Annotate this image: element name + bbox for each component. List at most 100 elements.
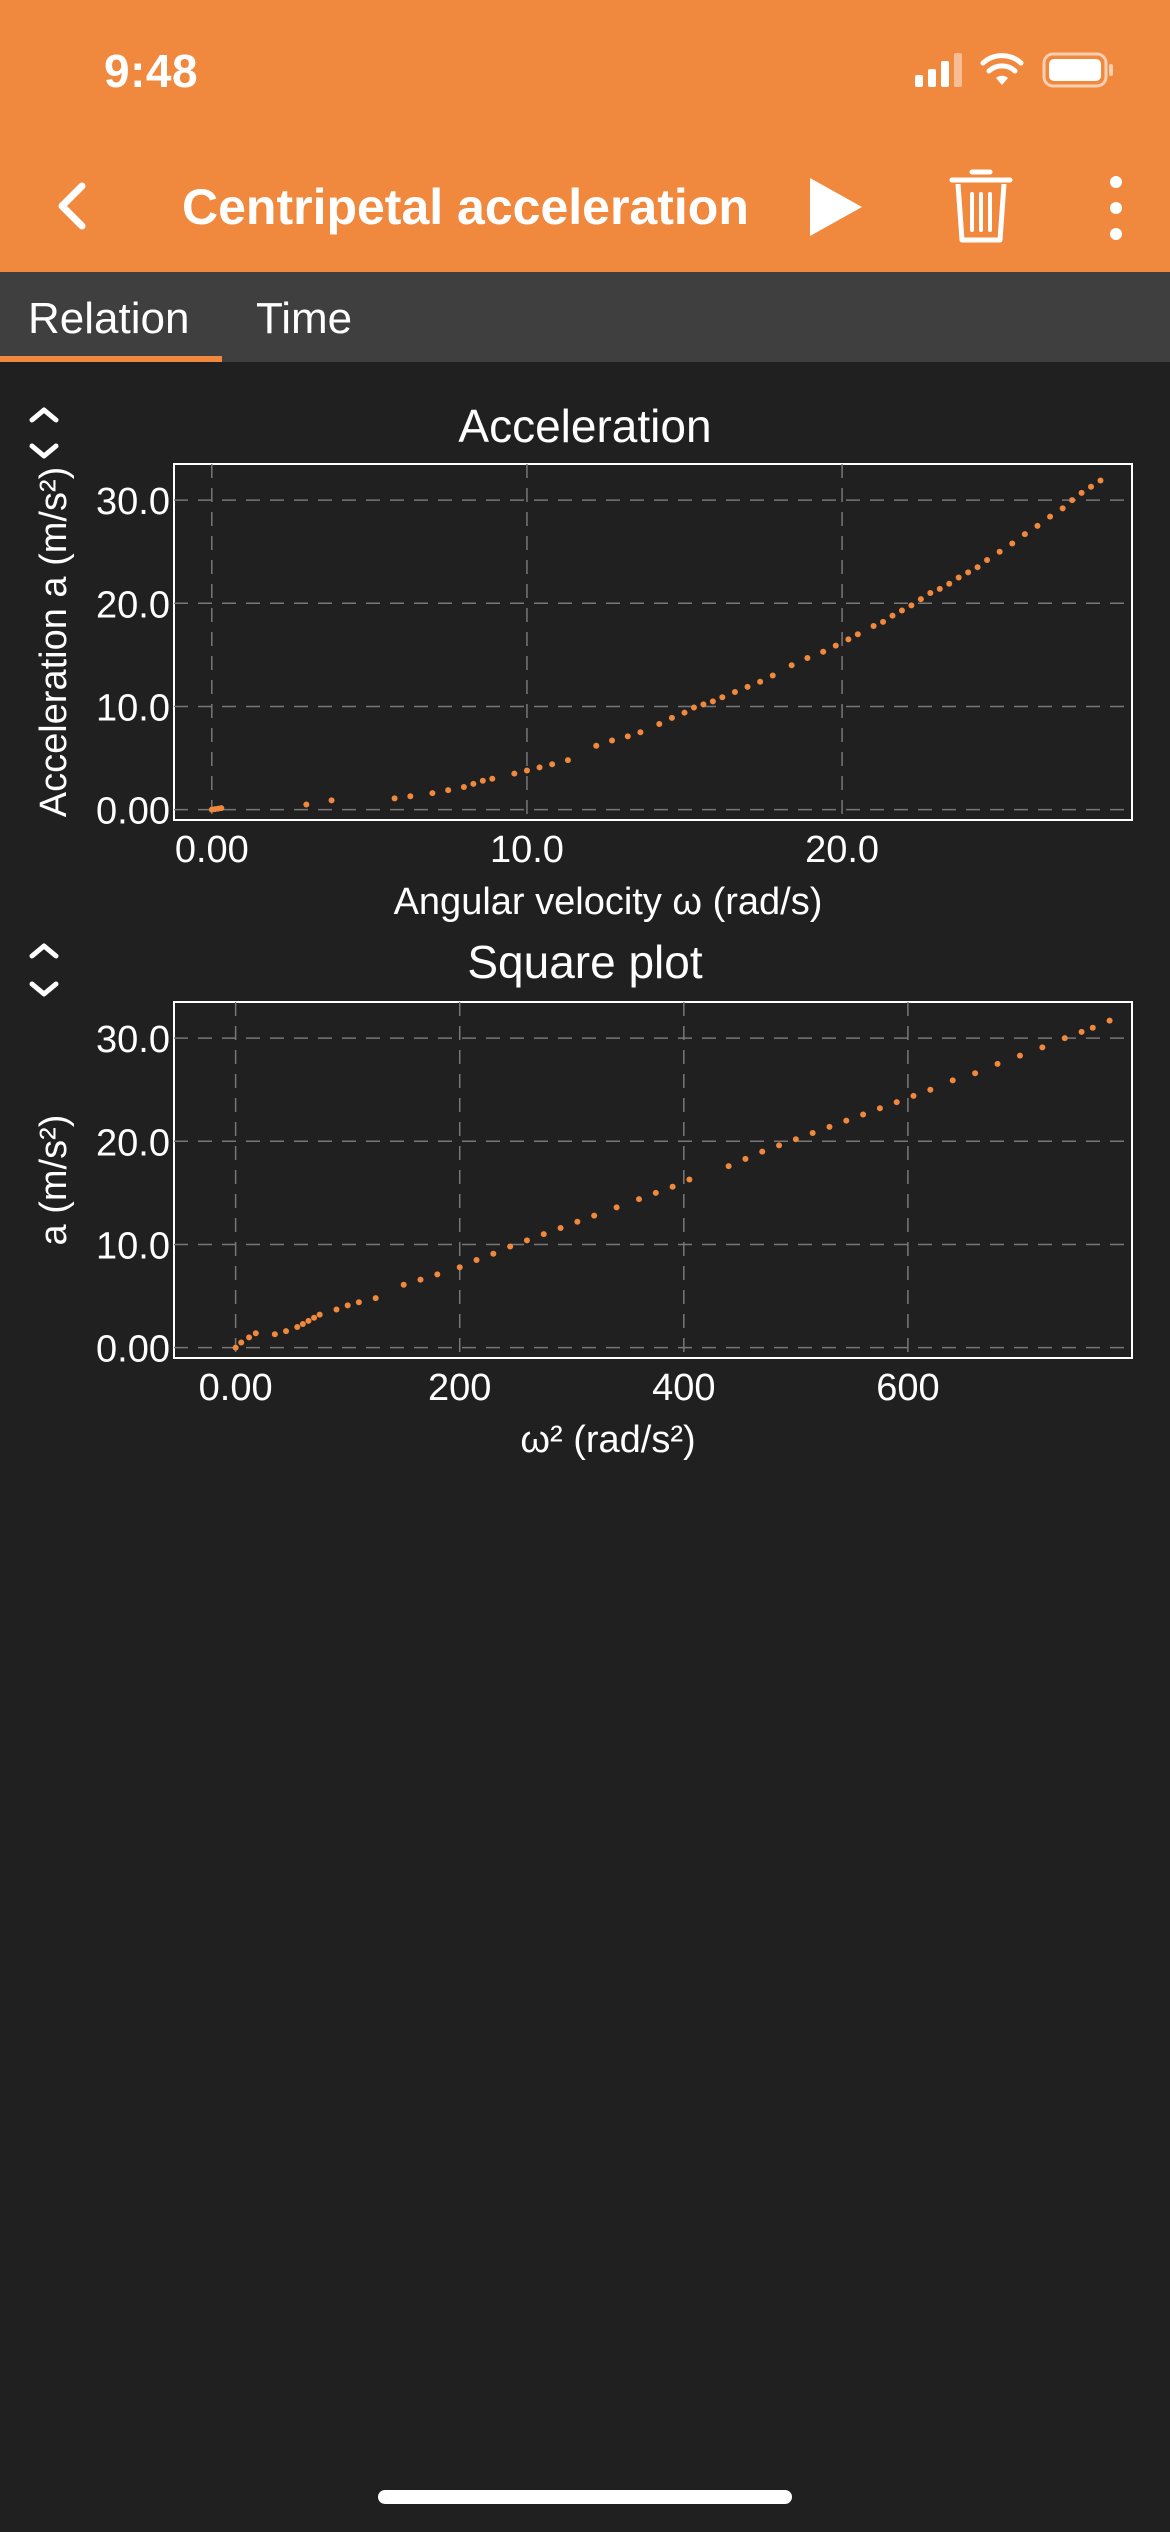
back-button[interactable] (44, 176, 104, 236)
page-title: Centripetal acceleration (182, 179, 749, 235)
status-icons (915, 52, 1116, 88)
plots-area: Acceleration 0.00 10.0 20.0 0.00 10.0 20.0 30… (29, 400, 1133, 1461)
data-point (1016, 1052, 1023, 1059)
data-point (719, 694, 726, 701)
data-point (523, 767, 530, 774)
data-point (686, 1176, 693, 1183)
data-point (507, 1243, 514, 1250)
data-point (271, 1331, 278, 1338)
x-tick-label: 0.00 (175, 829, 249, 871)
data-point (1097, 477, 1104, 484)
y-tick-label: 20.0 (96, 1122, 170, 1164)
data-point (311, 1314, 318, 1321)
y-tick-label: 30.0 (96, 1019, 170, 1061)
data-point (333, 1306, 340, 1313)
data-point (908, 602, 915, 609)
data-point (1039, 1044, 1046, 1051)
data-point (1021, 531, 1028, 538)
data-point (1047, 513, 1054, 520)
data-point (996, 548, 1003, 555)
y-tick-label: 10.0 (96, 687, 170, 729)
data-point (635, 1196, 642, 1203)
data-point (407, 793, 414, 800)
x-tick-labels: 0.00 10.0 20.0 (175, 829, 879, 871)
data-point (843, 1117, 850, 1124)
tab-relation[interactable]: Relation (28, 294, 190, 343)
data-point (681, 709, 688, 716)
data-point (549, 761, 556, 768)
data-point (826, 1123, 833, 1130)
data-points (232, 1017, 1113, 1351)
data-point (434, 1271, 441, 1278)
expand-collapse-toggle[interactable] (29, 943, 59, 997)
data-point (946, 580, 953, 587)
data-point (927, 1086, 934, 1093)
y-tick-label: 0.00 (96, 791, 170, 833)
status-time: 9:48 (104, 45, 199, 97)
data-point (490, 1250, 497, 1257)
data-point (820, 648, 827, 655)
data-point (757, 678, 764, 685)
data-point (564, 757, 571, 764)
acceleration-plot: Acceleration 0.00 10.0 20.0 0.00 10.0 20.0 30… (29, 400, 1133, 923)
home-indicator[interactable] (378, 2490, 792, 2504)
data-point (372, 1295, 379, 1302)
x-tick-label: 0.00 (199, 1367, 273, 1409)
data-point (955, 574, 962, 581)
data-point (294, 1324, 301, 1331)
data-point (283, 1328, 290, 1335)
data-point (731, 689, 738, 696)
x-tick-label: 600 (876, 1367, 939, 1409)
data-point (690, 704, 697, 711)
delete-button[interactable] (946, 166, 1016, 246)
more-options-button[interactable] (1096, 168, 1136, 248)
data-point (927, 589, 934, 596)
app-header: 9:48 Centripetal acceleration (0, 0, 1170, 272)
data-point (1009, 540, 1016, 547)
y-tick-label: 30.0 (96, 481, 170, 523)
y-axis-label: a (m/s²) (33, 1115, 75, 1246)
signal-icon (915, 53, 962, 87)
data-point (1078, 489, 1085, 496)
data-point (742, 1155, 749, 1162)
data-point (1059, 505, 1066, 512)
data-point (511, 770, 518, 777)
data-point (591, 1212, 598, 1219)
data-point (429, 790, 436, 797)
tab-selected-indicator (0, 356, 222, 362)
data-point (305, 1317, 312, 1324)
x-tick-label: 200 (428, 1367, 491, 1409)
data-point (709, 698, 716, 705)
data-point (669, 1183, 676, 1190)
x-tick-label: 10.0 (490, 829, 564, 871)
data-point (917, 596, 924, 603)
data-point (218, 805, 225, 812)
y-tick-labels: 0.00 10.0 20.0 30.0 (96, 1019, 170, 1371)
plot-frame (173, 463, 1133, 821)
data-point (668, 714, 675, 721)
play-button[interactable] (800, 172, 870, 242)
x-axis-label: ω² (rad/s²) (520, 1419, 695, 1461)
tab-time[interactable]: Time (256, 294, 353, 343)
y-tick-label: 10.0 (96, 1225, 170, 1267)
data-point (776, 1142, 783, 1149)
expand-collapse-toggle[interactable] (29, 407, 59, 459)
data-point (536, 764, 543, 771)
data-point (1106, 1017, 1113, 1024)
data-point (470, 780, 477, 787)
data-point (400, 1281, 407, 1288)
data-point (860, 1111, 867, 1118)
data-point (344, 1302, 351, 1309)
data-point (316, 1311, 323, 1318)
chart-title: Acceleration (458, 400, 711, 452)
square-plot: Square plot 0.00 200 400 600 0.00 10.0 20.0 30… (29, 936, 1133, 1461)
data-point (417, 1276, 424, 1283)
data-point (972, 1070, 979, 1077)
plot-frame (173, 1001, 1133, 1359)
data-point (656, 721, 663, 728)
data-point (489, 775, 496, 782)
data-point (624, 733, 631, 740)
data-point (557, 1224, 564, 1231)
tab-bar: Relation Time (0, 272, 1170, 362)
chart-title: Square plot (467, 936, 702, 988)
